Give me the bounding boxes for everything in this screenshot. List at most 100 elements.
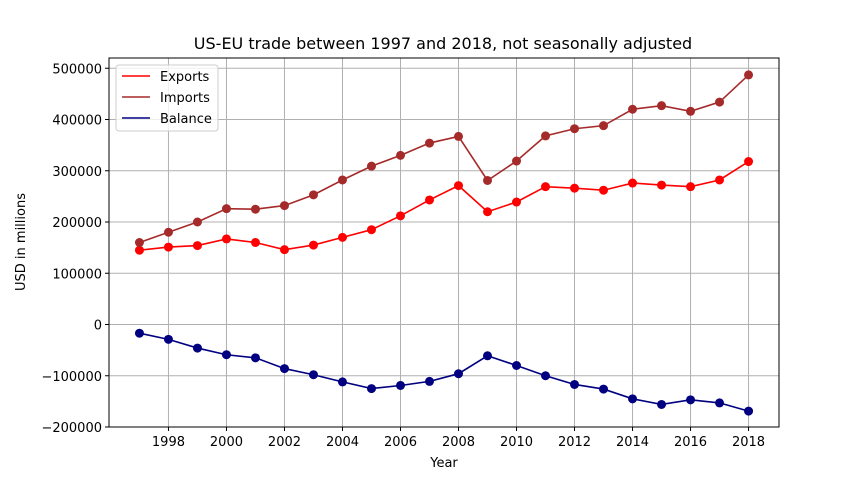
x-tick-label: 2008 — [442, 435, 475, 450]
x-tick-label: 2000 — [210, 435, 243, 450]
ticks: 1998 2000 2002 2004 2006 2008 2010 2012 2014 2016… — [41, 62, 765, 450]
y-tick-label: 0 — [94, 319, 102, 334]
imports-series — [134, 70, 754, 247]
x-tick-label: 2018 — [732, 435, 765, 450]
exports-point — [570, 183, 580, 193]
y-tick-label: 400000 — [52, 114, 102, 129]
balance-point — [483, 351, 493, 361]
legend-label-balance: Balance — [160, 112, 212, 127]
series-layer — [134, 70, 754, 416]
y-tick-label: 500000 — [52, 62, 102, 77]
imports-point — [483, 175, 493, 185]
imports-point — [599, 121, 609, 131]
balance-point — [308, 370, 318, 380]
imports-point — [454, 131, 464, 141]
balance-point — [221, 350, 231, 360]
x-tick-label: 2014 — [616, 435, 649, 450]
exports-point — [657, 180, 667, 190]
imports-point — [192, 217, 202, 227]
grid — [109, 58, 779, 428]
balance-point — [192, 343, 202, 353]
plot-frame — [108, 57, 780, 428]
exports-point — [366, 225, 376, 235]
exports-point — [483, 207, 493, 217]
balance-point — [454, 369, 464, 379]
exports-point — [599, 185, 609, 195]
x-tick-label: 2012 — [558, 435, 591, 450]
balance-point — [599, 384, 609, 394]
imports-point — [657, 101, 667, 111]
imports-point — [424, 138, 434, 148]
balance-point — [395, 380, 405, 390]
x-tick-label: 2002 — [268, 435, 301, 450]
chart-title: US-EU trade between 1997 and 2018, not s… — [194, 34, 692, 53]
balance-point — [163, 334, 173, 344]
balance-point — [541, 371, 551, 381]
imports-point — [163, 227, 173, 237]
exports-point — [454, 181, 464, 191]
y-tick-label: 300000 — [52, 165, 102, 180]
imports-point — [541, 131, 551, 141]
imports-point — [744, 70, 754, 80]
balance-series — [134, 328, 754, 416]
legend-box — [115, 64, 219, 132]
balance-point — [570, 379, 580, 389]
balance-point — [250, 353, 260, 363]
exports-point — [744, 157, 754, 167]
legend-label-imports: Imports — [160, 91, 210, 106]
imports-point — [512, 156, 522, 166]
exports-point — [337, 232, 347, 242]
imports-point — [308, 190, 318, 200]
x-axis-label: Year — [429, 456, 458, 471]
exports-point — [395, 211, 405, 221]
legend-label-exports: Exports — [160, 70, 210, 85]
balance-line — [139, 332, 749, 412]
imports-point — [570, 124, 580, 134]
exports-point — [250, 238, 260, 247]
exports-point — [221, 234, 231, 244]
x-tick-label: 1998 — [152, 435, 185, 450]
balance-point — [337, 377, 347, 387]
exports-point — [541, 182, 551, 192]
y-tick-label: 200000 — [52, 216, 102, 231]
exports-point — [163, 242, 173, 252]
x-tick-label: 2010 — [500, 435, 533, 450]
y-tick-label: −100000 — [41, 370, 102, 385]
imports-line — [139, 74, 750, 244]
exports-point — [715, 175, 725, 185]
balance-point — [715, 398, 725, 408]
balance-point — [512, 361, 522, 370]
imports-point — [134, 238, 144, 247]
exports-point — [279, 245, 289, 255]
imports-point — [686, 106, 696, 116]
imports-point — [628, 104, 638, 114]
exports-point — [686, 182, 696, 192]
x-tick-label: 2016 — [674, 435, 707, 450]
y-tick-label: 100000 — [52, 267, 102, 282]
y-tick-label: −200000 — [41, 421, 102, 436]
exports-point — [308, 240, 318, 250]
balance-point — [657, 399, 667, 409]
imports-point — [337, 175, 347, 185]
imports-point — [279, 201, 289, 211]
balance-point — [366, 384, 376, 394]
legend: Exports Imports Balance — [115, 64, 219, 132]
x-tick-label: 2006 — [384, 435, 417, 450]
exports-point — [424, 195, 434, 205]
y-axis-label: USD in millions — [14, 193, 29, 291]
balance-point — [686, 395, 696, 405]
imports-point — [366, 161, 376, 171]
exports-line — [139, 160, 749, 251]
exports-point — [134, 245, 144, 255]
exports-series — [134, 157, 754, 255]
exports-point — [628, 178, 638, 188]
balance-point — [744, 406, 754, 416]
imports-point — [395, 150, 405, 160]
imports-point — [221, 204, 231, 214]
balance-point — [424, 376, 434, 386]
exports-point — [512, 197, 522, 207]
balance-point — [628, 394, 638, 404]
balance-point — [279, 364, 289, 374]
imports-point — [715, 97, 725, 107]
